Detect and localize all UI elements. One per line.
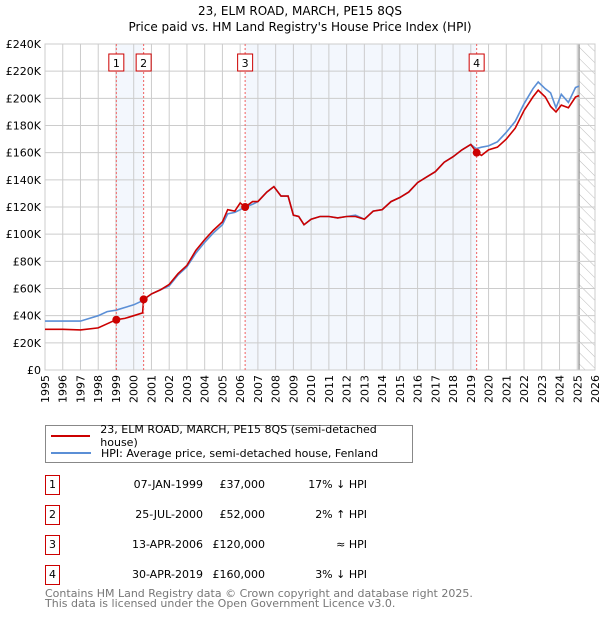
y-tick-label: £140K (6, 174, 42, 187)
footer-copyright: Contains HM Land Registry data © Crown c… (45, 587, 473, 600)
sale-point (112, 315, 121, 324)
x-tick-label: 1995 (39, 375, 52, 403)
x-tick-label: 1996 (57, 375, 70, 403)
x-tick-label: 2007 (252, 375, 265, 403)
x-tick-label: 2010 (305, 375, 318, 403)
y-tick-label: £80K (13, 255, 42, 268)
x-tick-label: 2000 (128, 375, 141, 403)
footer-licence: This data is licensed under the Open Gov… (45, 597, 396, 610)
x-tick-label: 2003 (181, 375, 194, 403)
x-tick-label: 2018 (447, 375, 460, 403)
table-row: 1 07-JAN-1999 £37,000 17% ↓ HPI (45, 475, 385, 495)
y-tick-label: £160K (6, 147, 42, 160)
x-tick-label: 2015 (394, 375, 407, 403)
y-tick-label: £100K (6, 228, 42, 241)
legend-item-property: 23, ELM ROAD, MARCH, PE15 8QS (semi-deta… (51, 423, 412, 449)
sale-date: 07-JAN-1999 (133, 478, 203, 491)
y-tick-label: £0 (27, 364, 41, 377)
chart-subtitle: Price paid vs. HM Land Registry's House … (128, 20, 471, 34)
y-tick-label: £20K (13, 337, 42, 350)
sale-price: £52,000 (219, 508, 266, 521)
x-tick-label: 2026 (589, 375, 600, 403)
price-chart: 23, ELM ROAD, MARCH, PE15 8QS Price paid… (6, 4, 600, 403)
sale-price: £37,000 (219, 478, 266, 491)
x-tick-label: 2009 (287, 375, 300, 403)
x-tick-label: 2012 (341, 375, 354, 403)
table-row: 2 25-JUL-2000 £52,000 2% ↑ HPI (45, 505, 385, 525)
x-tick-label: 2025 (571, 375, 584, 403)
y-tick-label: £120K (6, 201, 42, 214)
y-tick-label: £240K (6, 38, 42, 51)
x-tick-label: 2013 (358, 375, 371, 403)
legend-label: 23, ELM ROAD, MARCH, PE15 8QS (semi-deta… (100, 423, 377, 449)
sale-hpi-compare: ≈ HPI (336, 538, 367, 551)
x-tick-label: 1998 (92, 375, 105, 403)
sale-date: 13-APR-2006 (131, 538, 203, 551)
x-tick-label: 2001 (145, 375, 158, 403)
plot-border (44, 43, 596, 371)
sale-number: 2 (45, 505, 60, 525)
table-row: 4 30-APR-2019 £160,000 3% ↓ HPI (45, 565, 385, 585)
sale-hpi-compare: 2% ↑ HPI (315, 508, 367, 521)
sale-label-box (108, 53, 125, 72)
chart-title: 23, ELM ROAD, MARCH, PE15 8QS (198, 4, 402, 18)
x-tick-label: 2017 (429, 375, 442, 403)
legend: 23, ELM ROAD, MARCH, PE15 8QS (semi-deta… (45, 423, 413, 463)
sale-label-box (468, 53, 485, 72)
sale-number: 4 (45, 565, 60, 585)
x-tick-label: 2005 (216, 375, 229, 403)
y-tick-label: £180K (6, 120, 42, 133)
footer: Contains HM Land Registry data © Crown c… (45, 587, 473, 610)
x-tick-label: 2021 (500, 375, 513, 403)
x-tick-label: 2014 (376, 375, 389, 403)
legend-swatch-blue (51, 452, 91, 454)
x-tick-label: 2011 (323, 375, 336, 403)
sale-label: 1 (113, 57, 120, 70)
x-tick-label: 2002 (163, 375, 176, 403)
sale-label-box (237, 53, 254, 72)
x-tick-label: 2006 (234, 375, 247, 403)
sale-point (139, 295, 148, 304)
y-tick-label: £200K (6, 92, 42, 105)
x-tick-label: 1999 (110, 375, 123, 403)
sale-date: 30-APR-2019 (131, 568, 203, 581)
y-tick-label: £60K (13, 283, 42, 296)
sale-date: 25-JUL-2000 (135, 508, 203, 521)
legend-item-hpi: HPI: Average price, semi-detached house,… (51, 445, 378, 461)
x-tick-label: 2023 (536, 375, 549, 403)
x-tick-label: 2019 (465, 375, 478, 403)
sale-number: 3 (45, 535, 60, 555)
sale-point (472, 148, 481, 157)
x-tick-label: 2024 (554, 375, 567, 403)
x-tick-label: 2004 (199, 375, 212, 403)
sale-label-box (135, 53, 152, 72)
x-tick-label: 2008 (270, 375, 283, 403)
table-row: 3 13-APR-2006 £120,000 ≈ HPI (45, 535, 385, 555)
sale-label: 2 (140, 57, 147, 70)
x-tick-label: 1997 (74, 375, 87, 403)
x-tick-label: 2016 (412, 375, 425, 403)
sale-label: 3 (242, 57, 249, 70)
y-tick-label: £220K (6, 65, 42, 78)
sale-hpi-compare: 3% ↓ HPI (315, 568, 367, 581)
sale-hpi-compare: 17% ↓ HPI (308, 478, 367, 491)
sale-price: £120,000 (212, 538, 266, 551)
y-tick-label: £40K (13, 310, 42, 323)
legend-label: HPI: Average price, semi-detached house,… (101, 446, 379, 460)
sale-number: 1 (45, 475, 60, 495)
sale-point (241, 203, 250, 211)
x-tick-label: 2022 (518, 375, 531, 403)
sale-price: £160,000 (212, 568, 266, 581)
property-price-line (45, 89, 580, 331)
x-tick-label: 2020 (483, 375, 496, 403)
sale-label: 4 (473, 57, 480, 70)
legend-swatch-red (51, 435, 91, 437)
